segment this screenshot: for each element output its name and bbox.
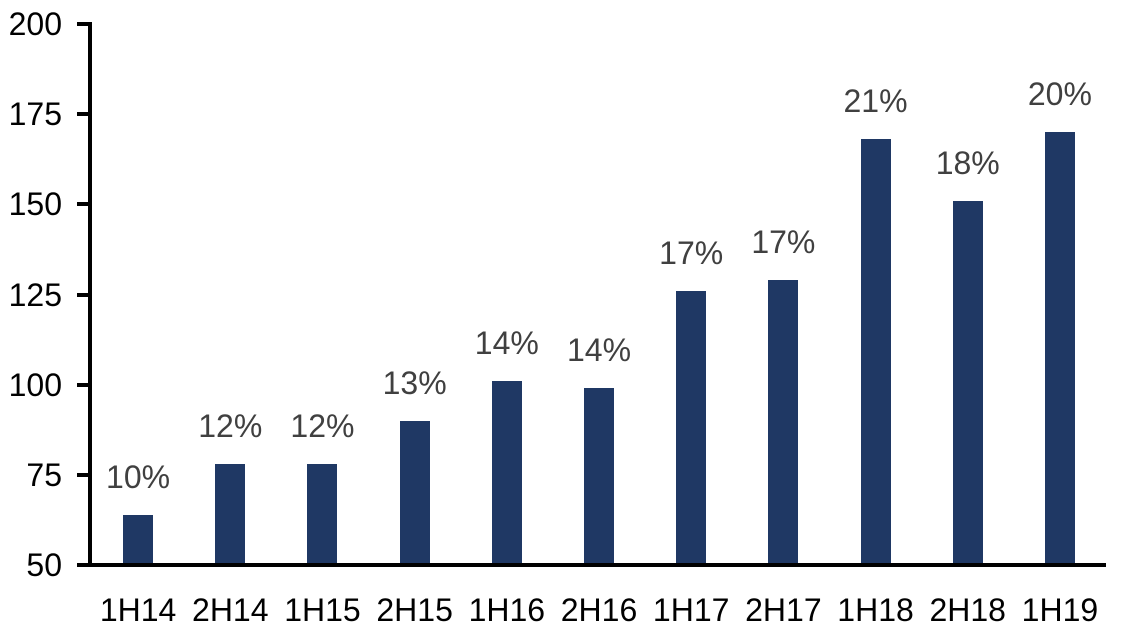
- bar: [584, 388, 614, 563]
- y-axis-tick-label: 200: [8, 6, 62, 42]
- x-axis-tick-label: 1H16: [468, 592, 546, 628]
- x-axis-tick-label: 1H19: [1021, 592, 1099, 628]
- bar: [860, 139, 891, 563]
- x-axis-tick-label: 2H17: [745, 592, 822, 628]
- bar-value-label: 13%: [382, 364, 447, 401]
- bar-value-label: 14%: [566, 332, 632, 369]
- y-axis-tick: [77, 112, 88, 117]
- bar-value-label: 18%: [935, 144, 1000, 181]
- y-axis-line: [88, 22, 92, 567]
- bar: [491, 381, 522, 563]
- y-axis-tick: [77, 292, 88, 297]
- bar-value-label: 14%: [474, 325, 539, 362]
- y-axis-tick-label: 125: [8, 276, 62, 313]
- bar-value-label: 10%: [106, 458, 171, 495]
- y-axis-tick-label: 175: [8, 96, 62, 133]
- bar: [123, 514, 154, 563]
- y-axis-tick-label: 150: [8, 186, 62, 223]
- x-axis-tick-label: 2H16: [560, 592, 638, 628]
- bar: [307, 464, 338, 563]
- bar: [952, 200, 983, 563]
- y-axis-tick-label: 100: [8, 366, 62, 403]
- bar-value-label: 20%: [1027, 76, 1092, 113]
- x-axis-line: [88, 563, 1106, 567]
- x-axis-tick-label: 2H18: [929, 592, 1006, 628]
- bar-value-label: 12%: [290, 408, 355, 444]
- bar: [768, 280, 799, 563]
- x-axis-tick-label: 2H14: [192, 592, 269, 628]
- bar: [676, 290, 707, 563]
- bar: [399, 420, 430, 563]
- y-axis-tick: [77, 563, 88, 567]
- bar-value-label: 21%: [843, 83, 908, 120]
- bar-value-label: 17%: [751, 224, 816, 261]
- x-axis-tick-label: 1H18: [837, 592, 914, 628]
- bar-value-label: 17%: [659, 234, 724, 271]
- bar: [1044, 132, 1075, 563]
- bar: [215, 464, 246, 563]
- y-axis-tick: [77, 22, 88, 26]
- y-axis-tick-label: 50: [26, 547, 62, 583]
- x-axis-tick-label: 1H17: [652, 592, 730, 628]
- x-axis-tick-label: 1H14: [99, 592, 177, 628]
- x-axis-tick-label: 2H15: [376, 592, 453, 628]
- y-axis-tick: [77, 202, 88, 207]
- y-axis-tick: [77, 382, 88, 387]
- bar-value-label: 12%: [198, 408, 263, 444]
- y-axis-tick: [77, 472, 88, 477]
- x-axis-tick-label: 1H15: [284, 592, 361, 628]
- y-axis-tick-label: 75: [26, 456, 62, 493]
